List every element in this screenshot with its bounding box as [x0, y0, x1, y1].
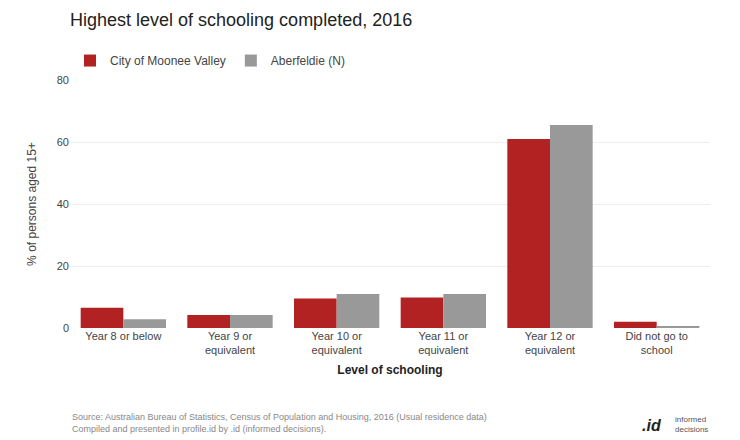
svg-text:Year 9 orequivalent: Year 9 orequivalent: [205, 330, 255, 356]
svg-text:20: 20: [57, 260, 69, 272]
svg-text:Aberfeldie (N): Aberfeldie (N): [271, 54, 345, 68]
svg-text:Did not go toschool: Did not go toschool: [625, 330, 687, 356]
svg-text:40: 40: [57, 198, 69, 210]
svg-text:60: 60: [57, 136, 69, 148]
svg-text:.id: .id: [642, 417, 662, 434]
svg-text:80: 80: [57, 74, 69, 86]
svg-text:Year 11 orequivalent: Year 11 orequivalent: [418, 330, 468, 356]
svg-text:Year 12 orequivalent: Year 12 orequivalent: [525, 330, 576, 356]
svg-text:City of Moonee Valley: City of Moonee Valley: [110, 54, 226, 68]
svg-text:0: 0: [63, 322, 69, 334]
svg-text:Year 8 or below: Year 8 or below: [85, 330, 161, 342]
svg-text:% of persons aged 15+: % of persons aged 15+: [25, 142, 39, 266]
svg-text:Year 10 orequivalent: Year 10 orequivalent: [311, 330, 362, 356]
svg-text:Highest level of schooling com: Highest level of schooling completed, 20…: [70, 10, 412, 30]
svg-text:Level of schooling: Level of schooling: [337, 363, 442, 377]
svg-text:Source: Australian Bureau of S: Source: Australian Bureau of Statistics,…: [72, 412, 487, 434]
svg-text:informeddecisions: informeddecisions: [675, 415, 708, 434]
